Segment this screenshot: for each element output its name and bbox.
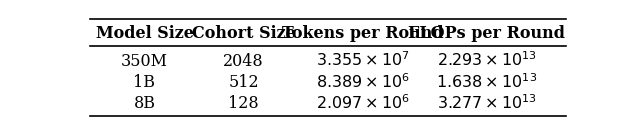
Text: Model Size: Model Size	[95, 25, 193, 42]
Text: Cohort Size: Cohort Size	[192, 25, 296, 42]
Text: $2.293 \times 10^{13}$: $2.293 \times 10^{13}$	[436, 52, 537, 70]
Text: 1B: 1B	[134, 74, 156, 91]
Text: 2048: 2048	[223, 53, 264, 70]
Text: $2.097 \times 10^{6}$: $2.097 \times 10^{6}$	[316, 94, 410, 113]
Text: 128: 128	[228, 95, 259, 112]
Text: 512: 512	[228, 74, 259, 91]
Text: $8.389 \times 10^{6}$: $8.389 \times 10^{6}$	[316, 73, 410, 92]
Text: 350M: 350M	[121, 53, 168, 70]
Text: FLOPs per Round: FLOPs per Round	[408, 25, 565, 42]
Text: $1.638 \times 10^{13}$: $1.638 \times 10^{13}$	[436, 73, 538, 92]
Text: 8B: 8B	[134, 95, 156, 112]
Text: $3.355 \times 10^{7}$: $3.355 \times 10^{7}$	[316, 52, 410, 70]
Text: $3.277 \times 10^{13}$: $3.277 \times 10^{13}$	[436, 94, 537, 113]
Text: Tokens per Round: Tokens per Round	[282, 25, 444, 42]
